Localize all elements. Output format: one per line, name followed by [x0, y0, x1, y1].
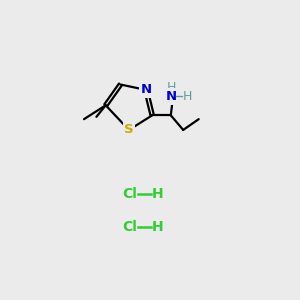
Text: S: S	[124, 123, 134, 136]
Text: H: H	[183, 90, 193, 103]
Text: N: N	[166, 90, 177, 103]
Text: N: N	[140, 83, 152, 96]
Text: H: H	[167, 81, 176, 94]
Text: H: H	[152, 220, 164, 234]
Text: Cl: Cl	[122, 187, 137, 201]
Text: H: H	[152, 187, 164, 201]
Text: Cl: Cl	[122, 220, 137, 234]
